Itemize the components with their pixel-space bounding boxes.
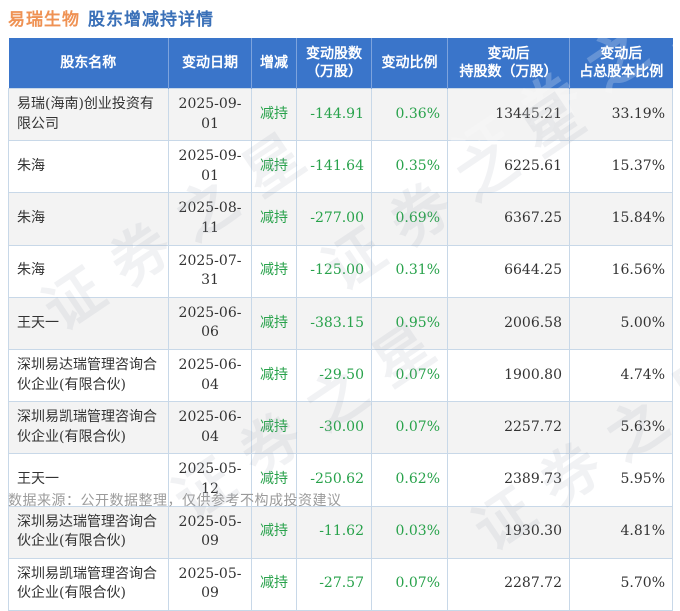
col-header-date: 变动日期 <box>168 38 252 89</box>
change-date: 2025-06-06 <box>168 296 252 350</box>
table-row: 朱海 2025-08-11 减持 -277.00 0.69% 6367.25 1… <box>8 192 673 246</box>
action-label: 减持 <box>251 401 297 455</box>
shareholder-name: 朱海 <box>8 140 169 194</box>
change-ratio-value: 0.07% <box>371 557 448 611</box>
action-label: 减持 <box>251 505 297 559</box>
action-label: 减持 <box>251 453 297 507</box>
table-row: 朱海 2025-07-31 减持 -125.00 0.31% 6644.25 1… <box>8 244 673 298</box>
change-date: 2025-06-04 <box>168 401 252 455</box>
table-row: 深圳易凯瑞管理咨询合伙企业(有限合伙) 2025-06-04 减持 -30.00… <box>8 401 673 455</box>
after-shares-value: 6225.61 <box>447 140 570 194</box>
change-date: 2025-09-01 <box>168 87 252 142</box>
after-ratio-value: 33.19% <box>569 87 673 142</box>
after-ratio-value: 5.00% <box>569 296 673 350</box>
change-shares-value: -29.50 <box>296 348 372 403</box>
action-label: 减持 <box>251 557 297 611</box>
change-ratio-value: 0.69% <box>371 192 448 246</box>
after-ratio-value: 5.63% <box>569 401 673 455</box>
change-shares-value: -11.62 <box>296 505 372 559</box>
action-label: 减持 <box>251 87 297 142</box>
after-ratio-value: 16.56% <box>569 244 673 298</box>
shareholder-name: 王天一 <box>8 296 169 350</box>
change-date: 2025-07-31 <box>168 244 252 298</box>
after-ratio-value: 5.95% <box>569 453 673 507</box>
after-ratio-value: 15.37% <box>569 140 673 194</box>
table-row: 易瑞(海南)创业投资有限公司 2025-09-01 减持 -144.91 0.3… <box>8 87 673 142</box>
table-row: 深圳易达瑞管理咨询合伙企业(有限合伙) 2025-06-04 减持 -29.50… <box>8 348 673 403</box>
table-header: 股东名称 变动日期 增减 变动股数 （万股） 变动比例 变动后 持股数（万股） … <box>8 38 673 89</box>
after-shares-value: 6644.25 <box>447 244 570 298</box>
change-shares-value: -30.00 <box>296 401 372 455</box>
table-row: 王天一 2025-05-12 减持 -250.62 0.62% 2389.73 … <box>8 453 673 507</box>
change-ratio-value: 0.62% <box>371 453 448 507</box>
action-label: 减持 <box>251 192 297 246</box>
change-shares-value: -277.00 <box>296 192 372 246</box>
col-header-after-shares: 变动后 持股数（万股） <box>447 38 570 89</box>
holdings-table: 股东名称 变动日期 增减 变动股数 （万股） 变动比例 变动后 持股数（万股） … <box>8 38 673 611</box>
after-shares-value: 2389.73 <box>447 453 570 507</box>
after-ratio-value: 5.70% <box>569 557 673 611</box>
col-header-shareholder: 股东名称 <box>8 38 169 89</box>
change-ratio-value: 0.07% <box>371 348 448 403</box>
change-ratio-value: 0.31% <box>371 244 448 298</box>
shareholder-name: 朱海 <box>8 192 169 246</box>
table-row: 朱海 2025-09-01 减持 -141.64 0.35% 6225.61 1… <box>8 140 673 194</box>
header-row: 股东名称 变动日期 增减 变动股数 （万股） 变动比例 变动后 持股数（万股） … <box>8 38 673 89</box>
change-date: 2025-05-09 <box>168 505 252 559</box>
action-label: 减持 <box>251 348 297 403</box>
change-ratio-value: 0.95% <box>371 296 448 350</box>
change-ratio-value: 0.36% <box>371 87 448 142</box>
after-shares-value: 13445.21 <box>447 87 570 142</box>
action-label: 减持 <box>251 140 297 194</box>
change-ratio-value: 0.03% <box>371 505 448 559</box>
action-label: 减持 <box>251 244 297 298</box>
after-shares-value: 2257.72 <box>447 401 570 455</box>
change-date: 2025-09-01 <box>168 140 252 194</box>
after-ratio-value: 4.81% <box>569 505 673 559</box>
after-shares-value: 6367.25 <box>447 192 570 246</box>
change-shares-value: -383.15 <box>296 296 372 350</box>
col-header-action: 增减 <box>251 38 297 89</box>
after-shares-value: 2287.72 <box>447 557 570 611</box>
change-ratio-value: 0.35% <box>371 140 448 194</box>
change-date: 2025-05-09 <box>168 557 252 611</box>
after-ratio-value: 15.84% <box>569 192 673 246</box>
change-shares-value: -250.62 <box>296 453 372 507</box>
page-title: 易瑞生物 股东增减持详情 <box>8 5 214 30</box>
change-date: 2025-06-04 <box>168 348 252 403</box>
table-row: 深圳易凯瑞管理咨询合伙企业(有限合伙) 2025-05-09 减持 -27.57… <box>8 557 673 611</box>
shareholder-name: 易瑞(海南)创业投资有限公司 <box>8 87 169 142</box>
after-shares-value: 1930.30 <box>447 505 570 559</box>
shareholder-name: 深圳易凯瑞管理咨询合伙企业(有限合伙) <box>8 557 169 611</box>
col-header-change-ratio: 变动比例 <box>371 38 448 89</box>
change-shares-value: -125.00 <box>296 244 372 298</box>
change-shares-value: -141.64 <box>296 140 372 194</box>
shareholder-name: 深圳易凯瑞管理咨询合伙企业(有限合伙) <box>8 401 169 455</box>
report-title: 股东增减持详情 <box>88 10 214 30</box>
after-shares-value: 1900.80 <box>447 348 570 403</box>
after-shares-value: 2006.58 <box>447 296 570 350</box>
change-shares-value: -144.91 <box>296 87 372 142</box>
col-header-after-ratio: 变动后 占总股本比例 <box>569 38 673 89</box>
table-row: 王天一 2025-06-06 减持 -383.15 0.95% 2006.58 … <box>8 296 673 350</box>
shareholder-name: 王天一 <box>8 453 169 507</box>
action-label: 减持 <box>251 296 297 350</box>
table-row: 深圳易达瑞管理咨询合伙企业(有限合伙) 2025-05-09 减持 -11.62… <box>8 505 673 559</box>
change-shares-value: -27.57 <box>296 557 372 611</box>
shareholder-name: 深圳易达瑞管理咨询合伙企业(有限合伙) <box>8 505 169 559</box>
shareholder-name: 朱海 <box>8 244 169 298</box>
after-ratio-value: 4.74% <box>569 348 673 403</box>
change-ratio-value: 0.07% <box>371 401 448 455</box>
change-date: 2025-08-11 <box>168 192 252 246</box>
page: 易瑞生物 股东增减持详情 股东名称 变动日期 增减 变动股数 （万股） 变动比例 … <box>8 5 680 611</box>
company-name: 易瑞生物 <box>8 10 80 30</box>
data-source-note: 数据来源：公开数据整理，仅供参考不构成投资建议 <box>8 493 342 509</box>
table-body: 易瑞(海南)创业投资有限公司 2025-09-01 减持 -144.91 0.3… <box>8 87 673 611</box>
col-header-change-shares: 变动股数 （万股） <box>296 38 372 89</box>
shareholder-name: 深圳易达瑞管理咨询合伙企业(有限合伙) <box>8 348 169 403</box>
